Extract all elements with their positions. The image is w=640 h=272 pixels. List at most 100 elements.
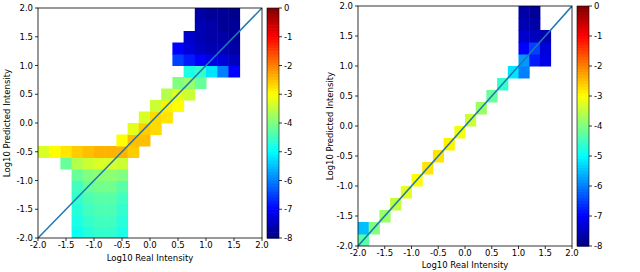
heatmap-cell [83,146,95,158]
x-tick-label: 1.5 [538,248,552,258]
x-tick-label: 0.5 [171,240,185,250]
x-tick-label: 1.0 [512,248,526,258]
y-tick [355,96,358,97]
y-tick [355,246,358,247]
plot-frame [358,6,572,246]
heatmap-cell [206,31,218,43]
y-tick-label: -0.5 [16,147,33,157]
y-tick [35,65,38,66]
heatmap-cell [60,146,72,158]
heatmap-cell [206,8,218,20]
heatmap-cell [228,43,240,55]
heatmap-cell [172,100,184,112]
x-tick-label: -1.5 [376,248,393,258]
colorbar-tick-label: -3 [284,89,292,99]
heatmap-cell [217,20,229,32]
y-tick-label: 0.0 [339,121,353,131]
heatmap-cell [105,204,117,216]
heatmap-cell [217,31,229,43]
x-tick-label: 0.0 [143,240,157,250]
colorbar-frame [577,6,589,246]
plot-area [38,8,262,238]
reference-line [358,6,572,246]
colorbar-tick-label: -7 [284,204,292,214]
heatmap-cell [206,43,218,55]
x-axis-title: Log10 Real Intensity [422,260,509,270]
x-axis-title: Log10 Real Intensity [107,253,194,263]
colorbar-tick [279,180,282,181]
x-tick-label: -1.0 [86,240,103,250]
y-tick [35,36,38,37]
colorbar-tick [279,151,282,152]
heatmap-cell [105,181,117,193]
colorbar-tick-label: -4 [284,118,292,128]
heatmap-cell [217,66,229,78]
heatmap-cell [195,43,207,55]
y-tick [355,156,358,157]
colorbar-tick [589,96,592,97]
heatmap-cell [116,158,128,170]
reference-line [38,8,262,238]
y-tick-label: 1.0 [19,61,33,71]
colorbar-tick-label: -3 [594,91,602,101]
x-tick-label: 2.0 [255,240,269,250]
heatmap-cell [195,54,207,66]
plot-area [358,6,572,246]
y-tick [355,126,358,127]
heatmap-cell [128,146,140,158]
heatmap-cell [172,54,184,66]
heatmap-cell [116,204,128,216]
heatmap-cell [94,227,106,239]
heatmap-cell [94,204,106,216]
heatmap-cell [195,31,207,43]
heatmap-cell [94,181,106,193]
y-tick [355,36,358,37]
heatmap-cell [38,146,50,158]
colorbar-tick [279,123,282,124]
y-tick-label: 2.0 [339,1,353,11]
y-tick-label: 0.5 [339,91,353,101]
heatmap-cell [519,6,530,19]
heatmap-cell [206,66,218,78]
heatmap-cell [150,100,162,112]
heatmap-cell [184,89,196,101]
colorbar-tick-label: -7 [594,211,602,221]
heatmap-cell [128,123,140,135]
heatmap-cell [206,20,218,32]
colorbar-tick-label: -5 [284,147,292,157]
colorbar-tick [589,156,592,157]
y-tick-label: 1.5 [19,32,33,42]
y-tick-label: -1.5 [16,204,33,214]
heatmap-cell [60,158,72,170]
y-axis-title: Log10 Predicted Intensity [2,69,12,177]
colorbar-tick [279,65,282,66]
heatmap-cell [228,66,240,78]
heatmap-cell [529,30,540,43]
heatmap-cell [150,123,162,135]
heatmap-cell [217,8,229,20]
colorbar-tick-label: -4 [594,121,602,131]
y-tick [35,209,38,210]
heatmap-cell [172,43,184,55]
heatmap-cell [94,192,106,204]
colorbar-tick [589,36,592,37]
heatmap-cell [519,42,530,55]
heatmap-cell [519,30,530,43]
heatmap-cell [116,169,128,181]
heatmap-cell [83,204,95,216]
heatmap-cell [228,8,240,20]
heatmap-cell [184,66,196,78]
heatmap-cell [83,169,95,181]
y-tick-label: 1.0 [339,61,353,71]
y-tick-label: 0.0 [19,118,33,128]
colorbar-tick-label: -2 [284,61,292,71]
y-tick-label: -1.0 [336,181,353,191]
y-tick-label: 2.0 [19,3,33,13]
heatmap-cell [172,77,184,89]
heatmap-cell [358,222,369,235]
x-tick-label: 0.0 [458,248,472,258]
x-tick-label: -0.5 [114,240,131,250]
colorbar-tick-label: -2 [594,61,602,71]
heatmap-cell [72,146,84,158]
plot-frame [38,8,262,238]
